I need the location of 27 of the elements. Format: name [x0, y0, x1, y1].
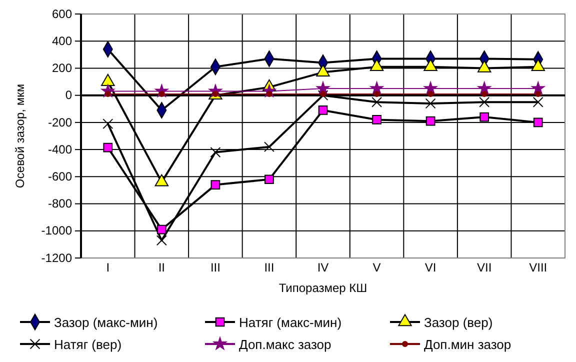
y-tick-label: 0 [65, 88, 72, 102]
legend-label: Доп.мин зазор [424, 337, 512, 352]
y-tick-label: -1000 [41, 224, 72, 238]
legend-label: Зазор (макс-мин) [54, 315, 158, 330]
legend-label: Натяг (макс-мин) [239, 315, 342, 330]
y-tick-label: -800 [48, 196, 72, 211]
y-axis-title: Осевой зазор, мкм [13, 84, 27, 188]
legend-label: Зазор (вер) [424, 315, 493, 330]
y-tick-label: -400 [48, 142, 72, 156]
legend-label: Доп.макс зазор [239, 337, 332, 352]
x-tick-label: II [158, 260, 166, 275]
x-tick-label: VII [476, 260, 492, 275]
y-tick-label: 400 [52, 34, 72, 48]
x-tick-label: VI [424, 260, 436, 275]
x-axis-title: Типоразмер КШ [278, 281, 368, 295]
x-tick-label: V [372, 260, 381, 275]
x-tick-label: IV [317, 260, 329, 275]
x-tick-label: I [106, 260, 110, 275]
y-tick-label: -600 [48, 170, 72, 184]
y-tick-label: 200 [52, 61, 72, 76]
legend-label: Натяг (вер) [54, 337, 122, 352]
y-tick-label: 600 [52, 6, 72, 21]
y-tick-label: -1200 [41, 250, 72, 265]
x-tick-label: III [264, 260, 274, 275]
x-tick-label: III [210, 260, 220, 275]
x-tick-label: VIII [529, 260, 548, 275]
y-tick-label: -200 [48, 115, 72, 130]
